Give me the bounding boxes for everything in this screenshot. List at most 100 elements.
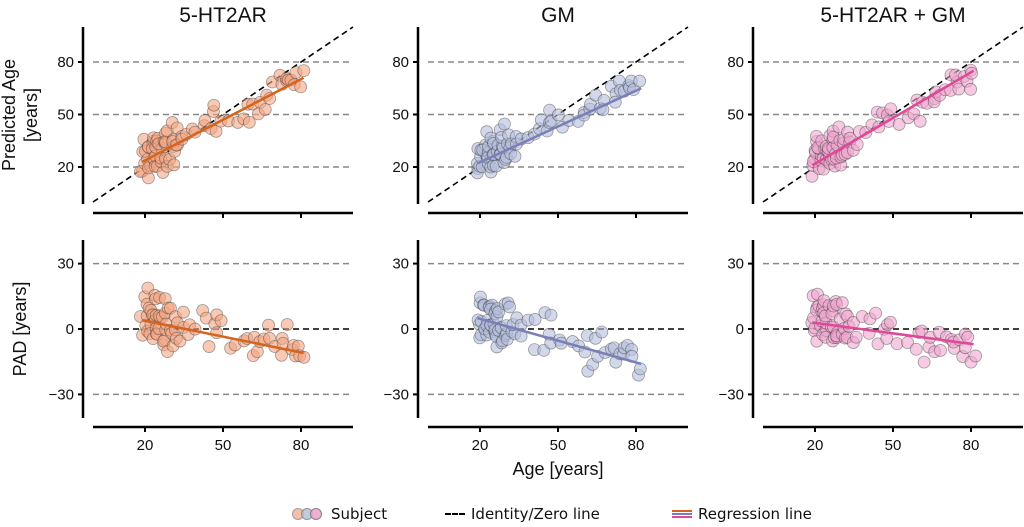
subject-point [913, 114, 927, 128]
subject-point [969, 349, 983, 363]
x-tick-label: 20 [472, 437, 489, 454]
y-tick-label: 50 [392, 107, 409, 124]
subplot-predicted: 20 50 80 [727, 26, 1024, 218]
subject-point [901, 336, 915, 350]
subplot-pad: −30 0 30 20 50 80 [49, 240, 353, 454]
subject-point [207, 98, 221, 112]
subject-point [275, 348, 288, 362]
subject-point [508, 149, 522, 163]
subject-point [964, 82, 978, 96]
subject-point [297, 64, 311, 78]
marker-icon-combined [310, 508, 322, 520]
y-tick-label: −30 [384, 386, 409, 403]
subject-point [890, 337, 904, 351]
y-tick-label: 30 [392, 256, 409, 273]
y-tick-label: 80 [57, 54, 74, 71]
regression-line [811, 69, 975, 167]
subject-point [884, 102, 898, 116]
subject-point [849, 330, 863, 344]
subject-point [280, 318, 294, 331]
regression-line [476, 87, 642, 165]
regression-line [142, 319, 304, 355]
subject-point [884, 315, 897, 329]
subject-point [871, 337, 885, 351]
subject-point [835, 296, 849, 310]
x-tick-label: 80 [963, 437, 980, 454]
panel-title: 5-HT2AR [179, 4, 267, 27]
y-tick-label: 50 [727, 107, 744, 124]
legend-label-identity: Identity/Zero line [471, 505, 600, 523]
x-tick-label: 80 [293, 437, 310, 454]
subplot-pad: −30 0 30 20 50 80 [384, 240, 688, 454]
subject-point [869, 306, 883, 320]
subject-point [297, 350, 311, 364]
legend-item-identity: Identity/Zero line [445, 505, 600, 523]
subject-point [167, 158, 181, 172]
subject-point [961, 330, 975, 344]
y-tick-label: 30 [57, 256, 74, 273]
subject-point [492, 305, 506, 319]
x-tick-label: 50 [885, 437, 902, 454]
subject-point [173, 334, 187, 348]
y-tick-label: 0 [736, 321, 744, 338]
x-tick-label: 80 [628, 437, 645, 454]
y-tick-label: 80 [392, 54, 409, 71]
subject-point [595, 325, 609, 339]
panel-1: GM 20 50 80 −30 0 30 20 50 80 [384, 4, 689, 454]
identity-line [762, 26, 1024, 203]
subject-point [214, 314, 228, 328]
y-tick-label: 20 [727, 159, 744, 176]
ylabel-top-line2: [years] [21, 88, 41, 142]
panel-title: 5-HT2AR + GM [820, 4, 965, 27]
row-labels: Predicted Age [years] PAD [years] [0, 59, 41, 376]
subject-point [202, 340, 216, 353]
y-tick-label: 20 [57, 159, 74, 176]
figure: 5-HT2AR 20 50 80 −30 0 30 20 50 80 GM 20 50 80 −30 0 30 2… [0, 4, 1024, 479]
legend-label-subject: Subject [331, 505, 388, 523]
subject-point [503, 300, 517, 314]
subject-point [209, 124, 223, 138]
subject-point [294, 80, 308, 94]
x-tick-label: 50 [550, 437, 567, 454]
subject-point [892, 118, 906, 131]
panel-0: 5-HT2AR 20 50 80 −30 0 30 20 50 80 [49, 4, 354, 454]
subject-point [909, 342, 923, 356]
legend: Subject Identity/Zero line Regression li… [0, 505, 1024, 527]
y-tick-label: 0 [66, 321, 74, 338]
y-tick-label: 0 [401, 321, 409, 338]
xlabel-shared: Age [years] [512, 459, 603, 479]
identity-line [427, 26, 689, 203]
ylabel-top-line1: Predicted Age [0, 59, 19, 171]
subject-point [177, 305, 190, 319]
panel-2: 5-HT2AR + GM 20 50 80 −30 0 30 20 50 80 [719, 4, 1024, 454]
legend-label-regression: Regression line [698, 505, 812, 523]
legend-item-subject: Subject [292, 505, 387, 523]
x-tick-label: 50 [215, 437, 232, 454]
y-tick-label: 80 [727, 54, 744, 71]
dashed-line-icon [445, 513, 465, 515]
subplot-pad: −30 0 30 20 50 80 [719, 240, 1023, 454]
subject-markers-icon [292, 508, 322, 520]
panels: 5-HT2AR 20 50 80 −30 0 30 20 50 80 GM 20 50 80 −30 0 30 2… [49, 4, 1024, 454]
subject-point [498, 117, 511, 131]
x-tick-label: 20 [807, 437, 824, 454]
regression-line [477, 316, 642, 366]
subject-point [242, 115, 256, 129]
subplot-predicted: 20 50 80 [57, 26, 354, 218]
subject-point [551, 108, 565, 122]
y-tick-label: 30 [727, 256, 744, 273]
regression-line [141, 76, 305, 163]
x-tick-label: 20 [137, 437, 154, 454]
subject-point [258, 103, 272, 116]
subject-point [633, 74, 647, 88]
subplot-predicted: 20 50 80 [392, 26, 689, 218]
subject-point [917, 355, 931, 369]
panel-title: GM [541, 4, 575, 27]
subject-point [934, 344, 947, 357]
regression-lines-icon [672, 510, 692, 518]
ylabel-bottom: PAD [years] [10, 282, 30, 377]
y-tick-label: 50 [57, 107, 74, 124]
subject-point [544, 308, 558, 322]
regression-line [812, 321, 974, 346]
y-tick-label: −30 [719, 386, 744, 403]
